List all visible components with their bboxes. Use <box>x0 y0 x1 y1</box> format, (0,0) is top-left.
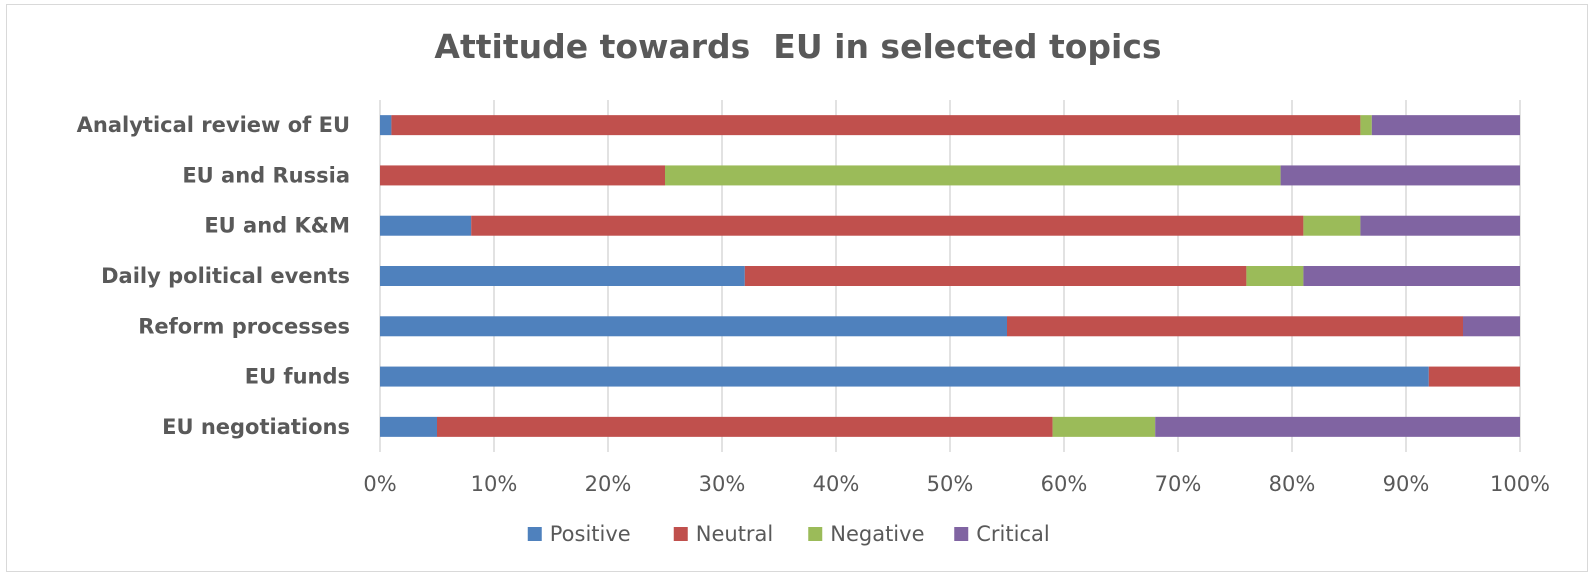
x-tick-label: 0% <box>363 472 396 496</box>
category-label: Daily political events <box>101 264 350 288</box>
category-label: Analytical review of EU <box>77 113 350 137</box>
bars <box>380 115 1520 437</box>
bar-neutral-segment <box>471 215 1304 236</box>
x-tick-label: 50% <box>927 472 974 496</box>
tick-labels: 0% 10% 20% 30% 40% 50% 60% 70% 80% 90% 100% <box>363 472 1550 496</box>
legend: Positive Neutral Negative Critical <box>527 522 1050 546</box>
category-labels: Analytical review of EU EU and Russia EU a… <box>77 113 350 439</box>
x-tick-label: 70% <box>1155 472 1202 496</box>
bar-neutral-segment <box>391 115 1361 136</box>
legend-swatch <box>673 527 688 541</box>
chart-frame <box>6 4 1588 572</box>
bar-critical-segment <box>1463 316 1520 337</box>
category-label: EU and K&M <box>204 214 350 238</box>
x-tick-label: 90% <box>1383 472 1430 496</box>
legend-label: Critical <box>976 522 1049 546</box>
legend-label: Neutral <box>696 522 774 546</box>
x-tick-label: 40% <box>813 472 860 496</box>
x-tick-label: 100% <box>1490 472 1550 496</box>
bar-positive-segment <box>380 266 745 286</box>
bar-neutral-segment <box>1428 366 1520 387</box>
bar-negative-segment <box>1246 266 1304 286</box>
x-tick-label: 10% <box>471 472 518 496</box>
bar-negative-segment <box>1052 416 1156 437</box>
bar-neutral-segment <box>437 416 1053 437</box>
bar-critical-segment <box>1371 115 1520 136</box>
x-tick-label: 60% <box>1041 472 1088 496</box>
bar-neutral-segment <box>1007 316 1463 337</box>
bar-positive-segment <box>380 366 1429 387</box>
bar-positive-segment <box>380 115 392 136</box>
bar-critical-segment <box>1155 416 1520 437</box>
bar-negative-segment <box>1360 115 1372 136</box>
category-label: Reform processes <box>138 314 350 338</box>
bar-critical-segment <box>1303 266 1520 286</box>
bar-neutral-segment <box>380 165 665 186</box>
bar-positive-segment <box>380 215 472 236</box>
legend-swatch <box>527 527 542 541</box>
category-label: EU funds <box>245 365 350 389</box>
bar-positive-segment <box>380 316 1007 337</box>
bar-neutral-segment <box>744 266 1247 286</box>
legend-label: Negative <box>830 522 924 546</box>
bar-negative-segment <box>665 165 1281 186</box>
legend-swatch <box>954 527 969 541</box>
bar-positive-segment <box>380 416 437 437</box>
bar-negative-segment <box>1303 215 1361 236</box>
category-label: EU negotiations <box>162 415 350 439</box>
bar-critical-segment <box>1280 165 1520 186</box>
bar-critical-segment <box>1360 215 1520 236</box>
x-tick-label: 80% <box>1269 472 1316 496</box>
chart-title: Attitude towards EU in selected topics <box>434 27 1161 66</box>
legend-swatch <box>808 527 823 541</box>
legend-label: Positive <box>550 522 631 546</box>
x-tick-label: 20% <box>585 472 632 496</box>
x-tick-label: 30% <box>699 472 746 496</box>
category-label: EU and Russia <box>182 163 350 187</box>
